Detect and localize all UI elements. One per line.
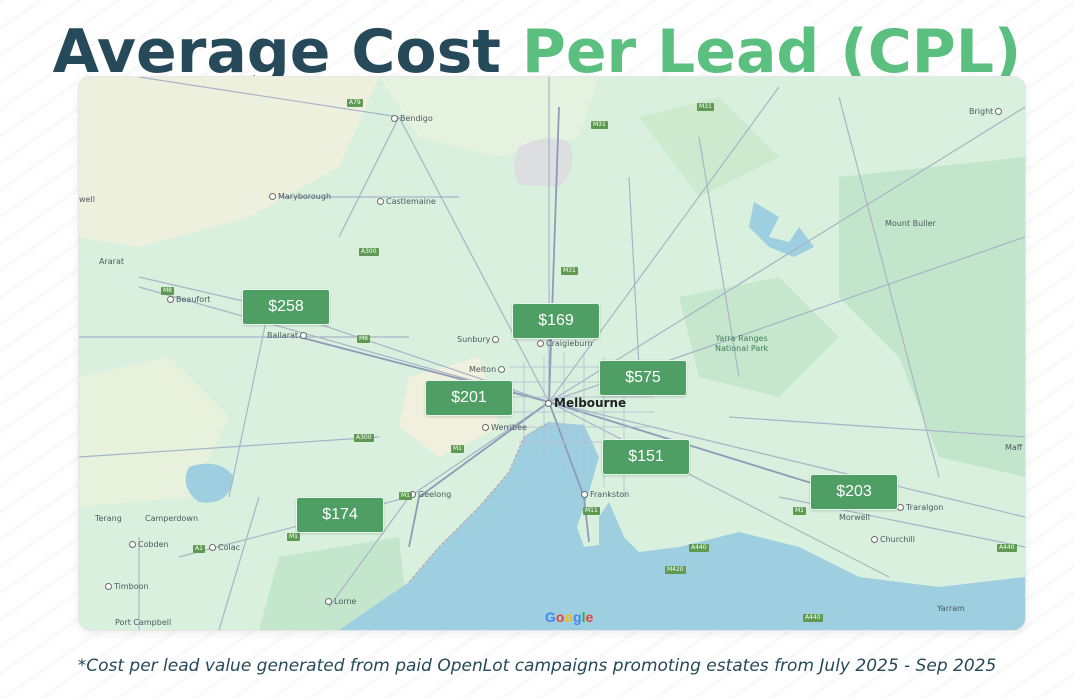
place-craigieburn: Craigieburn xyxy=(537,339,593,349)
place-melton: Melton xyxy=(469,365,507,375)
road-shield: A79 xyxy=(347,99,363,107)
road-shield: M8 xyxy=(357,335,370,343)
lake-corangamite xyxy=(185,463,234,503)
place-camperdown: Camperdown xyxy=(145,514,199,523)
road-shield: M31 xyxy=(591,121,608,129)
place-geelong: Geelong xyxy=(409,490,451,500)
place-maryborough: Maryborough xyxy=(269,192,331,202)
place-dot-icon xyxy=(209,544,216,551)
place-dot-icon xyxy=(581,491,588,498)
place-dot-icon xyxy=(167,296,174,303)
cpl-marker-geelong[interactable]: $174 xyxy=(296,497,384,533)
road-shield: M1 xyxy=(793,507,806,515)
place-bendigo: Bendigo xyxy=(391,114,433,124)
footnote: *Cost per lead value generated from paid… xyxy=(77,656,997,676)
cpl-marker-north[interactable]: $169 xyxy=(512,303,600,339)
road-shield: M31 xyxy=(561,267,578,275)
place-dot-icon xyxy=(995,108,1003,115)
road-shield: A440 xyxy=(803,614,823,622)
place-terang: Terang xyxy=(95,514,122,523)
place-dot-icon xyxy=(871,536,878,543)
lake-eildon xyxy=(749,202,814,257)
coastline xyxy=(408,421,550,583)
place-melbourne: Melbourne xyxy=(545,397,626,409)
place-dot-icon xyxy=(269,193,276,200)
title-part-dark: Average Cost xyxy=(52,17,501,87)
cpl-marker-ballarat[interactable]: $258 xyxy=(242,289,330,325)
place-dot-icon xyxy=(300,332,308,339)
place-dot-icon xyxy=(325,598,332,605)
cpl-marker-gippsland[interactable]: $203 xyxy=(810,474,898,510)
french-island xyxy=(627,487,664,517)
place-port-campbell: Port Campbell xyxy=(115,618,172,627)
place-colac: Colac xyxy=(209,543,240,553)
place-dot-icon xyxy=(492,336,500,343)
road-shield: M1 xyxy=(287,533,300,541)
place-well: well xyxy=(79,195,95,204)
place-dot-icon xyxy=(482,424,489,431)
place-frankston: Frankston xyxy=(581,490,629,500)
place-yarra-ranges-national-park: Yarra Ranges National Park xyxy=(715,334,769,353)
place-dot-icon xyxy=(537,340,544,347)
farmland-north-west xyxy=(79,77,379,247)
title-part-accent: Per Lead (CPL) xyxy=(521,17,1022,87)
place-dot-icon xyxy=(897,504,904,511)
port-phillip-bay xyxy=(339,422,1025,630)
place-maffra: Maff xyxy=(1005,443,1023,452)
place-castlemaine: Castlemaine xyxy=(377,197,436,207)
cpl-marker-south-east[interactable]: $151 xyxy=(602,439,690,475)
road-shield: M11 xyxy=(583,507,600,515)
road-shield: A440 xyxy=(997,544,1017,552)
place-morwell: Morwell xyxy=(839,513,870,522)
place-dot-icon xyxy=(498,366,506,373)
road-shield: M1 xyxy=(451,445,464,453)
place-sunbury: Sunbury xyxy=(457,335,501,345)
road-shield: M8 xyxy=(161,287,174,295)
map-view[interactable]: Bendigo Maryborough Castlemaine Ararat B… xyxy=(79,77,1025,630)
place-mount-buller: Mount Buller xyxy=(885,219,936,228)
place-dot-icon xyxy=(105,583,112,590)
place-dot-icon xyxy=(377,198,384,205)
map-base-layer xyxy=(79,77,1025,630)
place-churchill: Churchill xyxy=(871,535,915,545)
forest-north-east xyxy=(639,97,779,197)
cpl-marker-west[interactable]: $201 xyxy=(425,380,513,416)
phillip-island xyxy=(619,517,679,547)
place-ararat: Ararat xyxy=(99,257,124,266)
place-werribee: Werribee xyxy=(482,423,527,433)
road-shield: M31 xyxy=(697,103,714,111)
place-traralgon: Traralgon xyxy=(897,503,943,513)
place-cobden: Cobden xyxy=(129,540,169,550)
road-shield: M1 xyxy=(399,492,412,500)
google-attribution: Google xyxy=(545,609,594,625)
place-timboon: Timboon xyxy=(105,582,149,592)
road-shield: M420 xyxy=(665,566,686,574)
place-beaufort: Beaufort xyxy=(167,295,211,305)
forest-otways xyxy=(259,537,409,630)
forest-east xyxy=(839,157,1025,477)
lake-eppalock xyxy=(514,138,573,187)
page-title: Average Cost Per Lead (CPL) xyxy=(0,12,1074,92)
place-dot-icon xyxy=(129,541,136,548)
road-shield: A440 xyxy=(689,544,709,552)
place-lorne: Lorne xyxy=(325,597,356,607)
forest-yarra xyxy=(679,277,839,397)
place-dot-icon xyxy=(545,400,552,407)
road-shield: A300 xyxy=(354,434,374,442)
place-bright: Bright xyxy=(969,107,1004,117)
place-dot-icon xyxy=(391,115,398,122)
place-yarram: Yarram xyxy=(937,604,965,613)
google-logo: Google xyxy=(545,609,593,625)
road-shield: A300 xyxy=(359,248,379,256)
place-ballarat: Ballarat xyxy=(267,331,309,341)
road-shield: A1 xyxy=(193,545,205,553)
farmland-north xyxy=(379,77,599,157)
cpl-marker-east[interactable]: $575 xyxy=(599,360,687,396)
